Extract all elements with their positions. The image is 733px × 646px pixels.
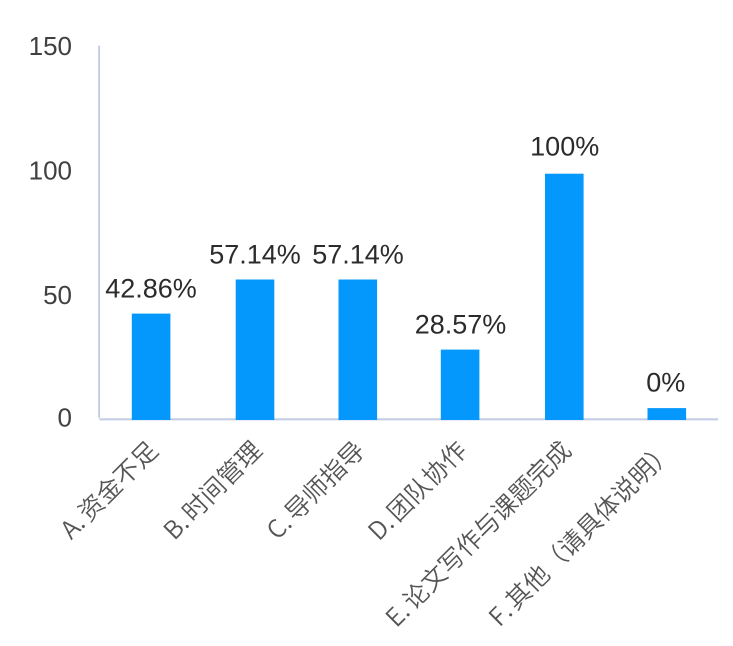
svg-text:150: 150 [29,31,72,61]
svg-text:0: 0 [58,402,72,432]
svg-text:57.14%: 57.14% [312,240,404,270]
svg-text:0%: 0% [646,367,685,397]
svg-text:100%: 100% [530,132,599,162]
svg-text:28.57%: 28.57% [415,309,507,339]
svg-text:50: 50 [43,280,72,310]
svg-text:100: 100 [29,155,72,185]
svg-text:42.86%: 42.86% [105,274,197,304]
svg-text:57.14%: 57.14% [209,240,301,270]
